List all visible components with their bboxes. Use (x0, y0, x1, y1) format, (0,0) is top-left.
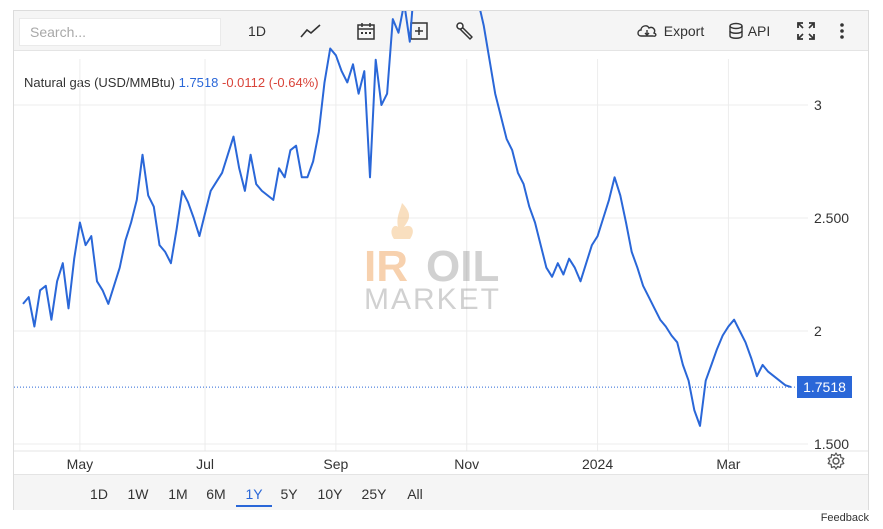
chart-toolbar: 1D Export API (14, 11, 868, 51)
y-tick-label: 2 (814, 323, 822, 339)
range-selector: 1D 1W 1M 6M 1Y 5Y 10Y 25Y All (14, 474, 868, 510)
instrument-name: Natural gas (USD/MMBtu) (24, 75, 175, 90)
x-tick-label: 2024 (582, 456, 613, 472)
cloud-download-icon (637, 25, 657, 37)
range-all[interactable]: All (407, 486, 423, 502)
api-label: API (747, 23, 771, 39)
range-1d[interactable]: 1D (90, 486, 108, 502)
x-tick-label: Jul (196, 456, 214, 472)
x-tick-label: May (67, 456, 93, 472)
more-vertical-icon[interactable] (832, 17, 852, 45)
interval-button[interactable]: 1D (248, 23, 266, 39)
search-input[interactable] (19, 18, 221, 46)
range-1m[interactable]: 1M (168, 486, 188, 502)
wrench-icon[interactable] (451, 17, 479, 45)
export-label: Export (663, 23, 705, 39)
y-tick-label: 3 (814, 97, 822, 113)
export-button[interactable]: Export (634, 17, 706, 45)
calendar-icon[interactable] (352, 17, 380, 45)
chart-widget: 1D Export API Natural gas (USD/MMBtu) (13, 10, 869, 510)
feedback-link[interactable]: Feedback (820, 512, 869, 524)
x-tick-label: Nov (454, 456, 479, 472)
range-10y[interactable]: 10Y (317, 486, 343, 502)
line-chart-icon[interactable] (296, 17, 326, 45)
fullscreen-icon[interactable] (794, 17, 818, 45)
current-price-tag: 1.7518 (797, 376, 852, 399)
x-tick-label: Sep (323, 456, 348, 472)
api-button[interactable]: API (725, 17, 773, 45)
last-value: 1.7518 (178, 75, 219, 90)
range-6m[interactable]: 6M (206, 486, 226, 502)
database-icon (729, 22, 743, 39)
y-tick-label: 2.500 (814, 210, 849, 226)
price-series-line (22, 11, 792, 427)
range-5y[interactable]: 5Y (280, 486, 298, 502)
range-1y[interactable]: 1Y (236, 483, 272, 507)
settings-icon[interactable] (827, 452, 847, 472)
y-tick-label: 1.500 (814, 436, 849, 452)
x-tick-label: Mar (716, 456, 740, 472)
range-25y[interactable]: 25Y (361, 486, 387, 502)
price-change: -0.0112 (-0.64%) (222, 75, 319, 90)
range-1w[interactable]: 1W (127, 486, 149, 502)
chart-title: Natural gas (USD/MMBtu) 1.7518 -0.0112 (… (24, 75, 319, 90)
